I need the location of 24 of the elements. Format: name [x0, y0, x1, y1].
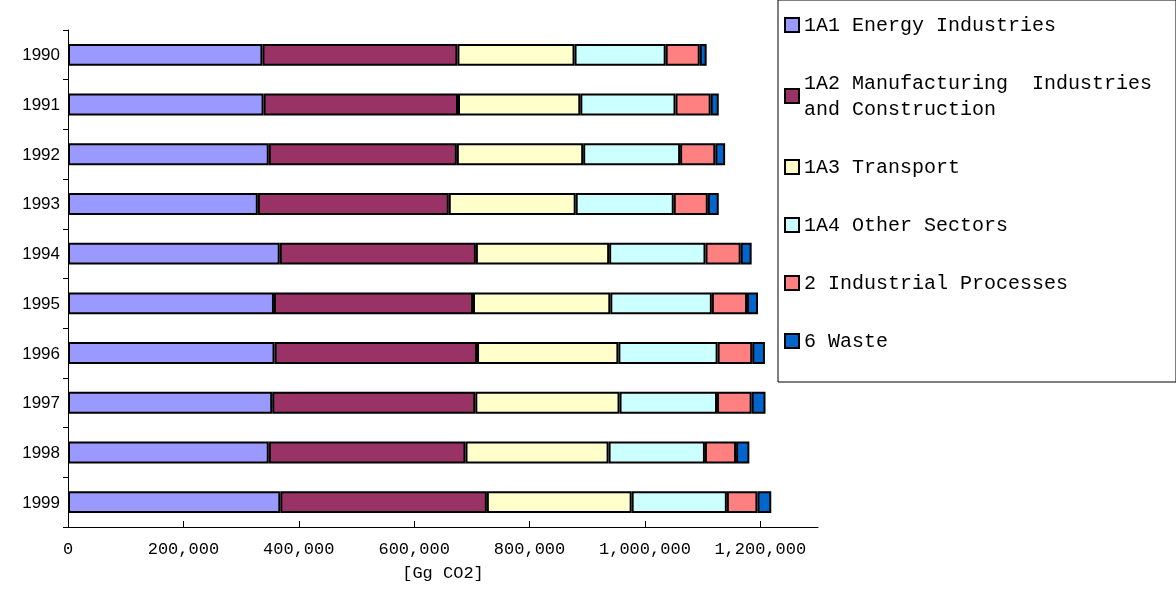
- y-tick-label: 1993: [22, 194, 60, 214]
- y-tick-label: 1996: [22, 343, 60, 363]
- y-tick-label: 1994: [22, 244, 60, 264]
- x-tick-label: 0: [62, 540, 74, 559]
- legend-label: 2 Industrial Processes: [804, 271, 1069, 295]
- y-tick-label: 1991: [22, 95, 60, 115]
- y-tick-label: 1998: [22, 442, 60, 462]
- x-tick-label: 1,000,000: [599, 540, 691, 559]
- x-tick-label: 800,000: [493, 540, 566, 559]
- x-tick-label: 600,000: [378, 540, 450, 559]
- legend-label: 1A3 Transport: [804, 155, 961, 179]
- y-tick-label: 1995: [22, 293, 60, 313]
- y-tick-label: 1990: [22, 45, 60, 65]
- x-tick-label: 200,000: [147, 540, 220, 559]
- legend-label: 1A2 Manufacturing Industries and Construction: [804, 71, 1165, 121]
- y-tick-label: 1992: [22, 144, 60, 164]
- x-axis-title: [Gg CO2]: [402, 564, 484, 583]
- y-tick-label: 1999: [22, 492, 60, 512]
- y-tick-label: 1997: [22, 393, 60, 413]
- legend-label: 1A4 Other Sectors: [804, 213, 1009, 237]
- legend-label: 1A1 Energy Industries: [804, 13, 1057, 37]
- x-tick-label: 400,000: [263, 540, 335, 559]
- legend-label: 6 Waste: [804, 329, 889, 353]
- x-tick-label: 1,200,000: [714, 540, 807, 559]
